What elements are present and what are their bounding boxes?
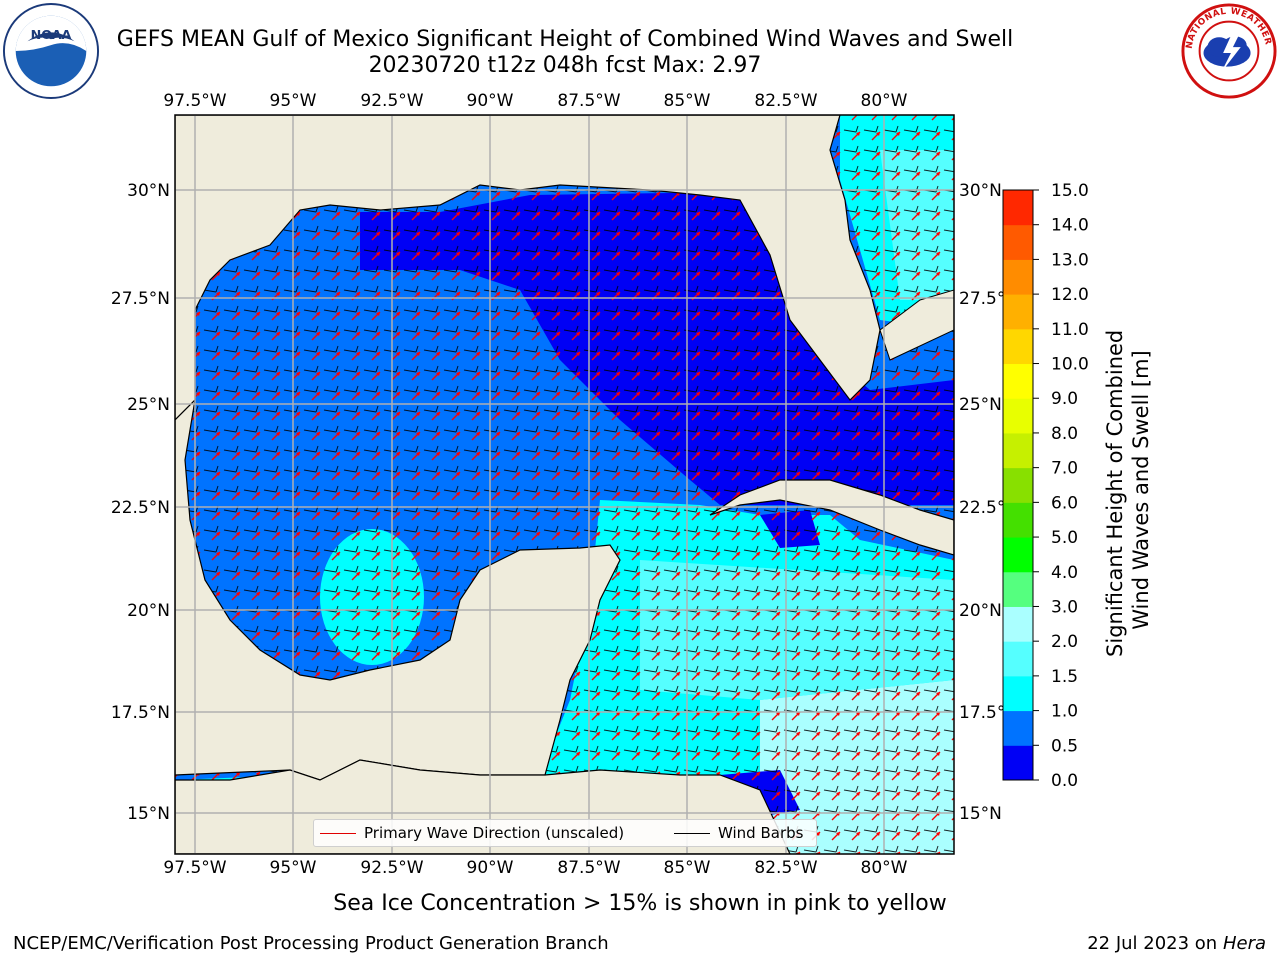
map-legend: Primary Wave Direction (unscaled) Wind B… [313, 819, 817, 847]
colorbar-segment [1003, 432, 1033, 469]
svg-text:92.5°W: 92.5°W [360, 858, 423, 878]
colorbar-segment [1003, 710, 1033, 746]
map-area [175, 115, 954, 854]
svg-text:22.5°N: 22.5°N [111, 498, 170, 518]
svg-text:15°N: 15°N [127, 804, 170, 824]
svg-text:30°N: 30°N [959, 181, 1002, 201]
svg-text:82.5°W: 82.5°W [754, 858, 817, 878]
footer-credit: NCEP/EMC/Verification Post Processing Pr… [13, 933, 609, 954]
noaa-logo: NOAA [2, 2, 100, 100]
colorbar-tick-label: 1.0 [1051, 702, 1078, 722]
legend-wave-label: Primary Wave Direction (unscaled) [364, 824, 625, 842]
colorbar-segment [1003, 328, 1033, 365]
wave-line-swatch [320, 832, 356, 834]
svg-text:90°W: 90°W [467, 91, 514, 111]
colorbar-tick-label: 6.0 [1051, 493, 1078, 513]
colorbar-segment [1003, 537, 1033, 573]
lat-labels-right: 30°N 27.5° 25°N 22.5° 20°N 17.5° 15°N [959, 181, 1005, 824]
colorbar-segment [1003, 259, 1033, 295]
nws-logo: NATIONAL WEATHER SERVICE [1180, 2, 1277, 99]
footer-date-text: 22 Jul 2023 on [1087, 933, 1223, 954]
svg-text:92.5°W: 92.5°W [360, 91, 423, 111]
colorbar-segment [1003, 641, 1033, 677]
colorbar-tick-label: 0.0 [1051, 771, 1078, 791]
colorbar-segment [1003, 224, 1033, 260]
legend-wind-label: Wind Barbs [718, 824, 804, 842]
colorbar-segment [1003, 745, 1033, 781]
colorbar-label: Significant Height of Combined Wind Wave… [1103, 323, 1153, 657]
graticule [175, 115, 954, 854]
land-cuba [709, 479, 954, 556]
colorbar-tick-label: 9.0 [1051, 389, 1078, 409]
svg-text:15°N: 15°N [959, 804, 1002, 824]
colorbar-tick-label: 14.0 [1051, 216, 1089, 236]
colorbar-segment [1003, 606, 1033, 642]
svg-text:25°N: 25°N [127, 395, 170, 415]
colorbar-tick-label: 4.0 [1051, 563, 1078, 583]
svg-text:95°W: 95°W [270, 858, 317, 878]
colorbar-frame [1002, 189, 1034, 781]
svg-text:87.5°W: 87.5°W [557, 91, 620, 111]
map-frame [174, 114, 955, 855]
colorbar-tick-label: 10.0 [1051, 355, 1089, 375]
land-florida-east [879, 289, 954, 361]
footer-date: 22 Jul 2023 on Hera [1087, 933, 1266, 954]
colorbar-tick-label: 12.0 [1051, 285, 1089, 305]
colorbar-tick-label: 13.0 [1051, 250, 1089, 270]
svg-text:22.5°: 22.5° [959, 498, 1005, 518]
colorbar-segment [1003, 571, 1033, 607]
sea-ice-note: Sea Ice Concentration > 15% is shown in … [333, 891, 947, 916]
forecast-subtitle: 20230720 t12z 048h fcst Max: 2.97 [368, 53, 762, 78]
svg-text:80°W: 80°W [861, 91, 908, 111]
colorbar-tick-label: 5.0 [1051, 528, 1078, 548]
colorbar-segment [1003, 467, 1033, 503]
colorbar-tick-label: 0.5 [1051, 736, 1078, 756]
svg-text:17.5°N: 17.5°N [111, 703, 170, 723]
svg-text:97.5°W: 97.5°W [163, 858, 226, 878]
colorbar-tick-label: 2.0 [1051, 632, 1078, 652]
colorbar-segment [1003, 363, 1033, 399]
map-title: GEFS MEAN Gulf of Mexico Significant Hei… [116, 27, 1014, 52]
colorbar-tick-label: 3.0 [1051, 597, 1078, 617]
colorbar-tick-label: 1.5 [1051, 667, 1078, 687]
colorbar-segment [1003, 675, 1033, 712]
lon-labels-top: 97.5°W 95°W 92.5°W 90°W 87.5°W 85°W 82.5… [163, 91, 907, 111]
colorbar-segment [1003, 190, 1033, 226]
svg-text:20°N: 20°N [959, 601, 1002, 621]
colorbar-tick-label: 7.0 [1051, 459, 1078, 479]
svg-text:85°W: 85°W [664, 91, 711, 111]
lon-labels-bottom: 97.5°W 95°W 92.5°W 90°W 87.5°W 85°W 82.5… [163, 858, 907, 878]
colorbar-tick-label: 15.0 [1051, 181, 1089, 201]
legend-wave-direction: Primary Wave Direction (unscaled) [320, 824, 624, 842]
colorbar-tick-label: 11.0 [1051, 320, 1089, 340]
footer-system: Hera [1222, 933, 1266, 954]
svg-text:90°W: 90°W [467, 858, 514, 878]
svg-text:80°W: 80°W [861, 858, 908, 878]
colorbar-segment [1003, 294, 1033, 330]
colorbar-ticks: 0.0 0.5 1.0 1.5 2.0 3.0 4.0 5.0 6.0 7.0 8.0 9.0 10.0… [1033, 181, 1089, 791]
legend-wind-barbs: Wind Barbs [674, 824, 803, 842]
svg-text:Significant Height of Combined: Significant Height of Combined Wind Wave… [1103, 323, 1153, 657]
svg-text:17.5°: 17.5° [959, 703, 1005, 723]
svg-text:20°N: 20°N [127, 601, 170, 621]
svg-text:85°W: 85°W [664, 858, 711, 878]
colorbar-segment [1003, 502, 1033, 538]
svg-text:87.5°W: 87.5°W [557, 858, 620, 878]
svg-text:30°N: 30°N [127, 181, 170, 201]
colorbar-tick-label: 8.0 [1051, 424, 1078, 444]
colorbar-segment [1003, 398, 1033, 434]
svg-text:82.5°W: 82.5°W [754, 91, 817, 111]
svg-text:27.5°N: 27.5°N [111, 289, 170, 309]
colorbar [1002, 189, 1034, 781]
svg-text:27.5°: 27.5° [959, 289, 1005, 309]
svg-text:25°N: 25°N [959, 395, 1002, 415]
svg-text:NOAA: NOAA [31, 28, 72, 43]
lat-labels-left: 30°N 27.5°N 25°N 22.5°N 20°N 17.5°N 15°N [111, 181, 170, 824]
wind-line-swatch [674, 832, 710, 834]
svg-text:95°W: 95°W [270, 91, 317, 111]
svg-text:97.5°W: 97.5°W [163, 91, 226, 111]
